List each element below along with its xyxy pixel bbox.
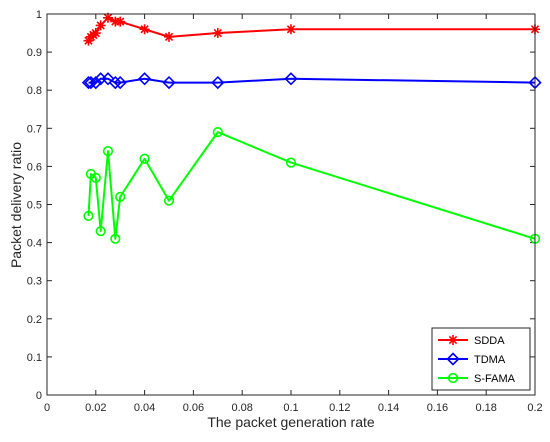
legend-label: S-FAMA (474, 373, 516, 385)
series-line-s-fama (87, 131, 536, 240)
y-tick-label: 0.7 (27, 123, 42, 135)
data-point-s-fama (83, 210, 94, 222)
data-point-sdda (95, 20, 106, 31)
data-point-sdda (164, 31, 174, 42)
data-point-tdma (137, 72, 152, 86)
data-point-sdda (103, 12, 113, 23)
data-point-tdma (211, 75, 225, 90)
data-point-s-fama (212, 127, 223, 138)
data-point-tdma (162, 75, 176, 90)
legend-item-sdda: SDDA (438, 335, 505, 347)
y-tick-label: 0.6 (27, 161, 42, 173)
data-point-tdma (113, 75, 127, 90)
data-point-tdma (101, 72, 115, 86)
y-tick-label: 0.5 (27, 200, 42, 212)
x-tick-label: 0.04 (134, 402, 155, 414)
legend-label: SDDA (474, 335, 505, 347)
data-point-sdda (115, 16, 126, 27)
y-tick-label: 0.4 (27, 238, 42, 250)
data-point-sdda (212, 28, 223, 39)
y-tick-label: 0 (36, 390, 42, 402)
data-point-sdda (83, 35, 94, 46)
data-point-tdma (284, 72, 298, 86)
data-point-s-fama (95, 226, 106, 237)
x-tick-label: 0.1 (283, 402, 298, 414)
data-point-sdda (90, 28, 101, 39)
data-point-s-fama (285, 157, 297, 168)
y-tick-label: 0.2 (27, 314, 42, 326)
x-tick-label: 0.18 (475, 402, 496, 414)
x-tick-label: 0.06 (183, 402, 204, 414)
data-point-s-fama (115, 191, 126, 202)
data-point-tdma (108, 75, 122, 90)
series-tdma (81, 72, 542, 90)
data-point-s-fama (102, 146, 114, 157)
y-tick-label: 1 (36, 9, 42, 21)
data-point-tdma (89, 75, 103, 90)
data-point-s-fama (90, 172, 101, 183)
x-tick-label: 0.14 (378, 402, 399, 414)
legend: SDDA TDMA S-FAMA (431, 327, 531, 391)
data-point-tdma (84, 75, 98, 90)
data-point-s-fama (163, 195, 175, 206)
x-tick-label: 0.02 (85, 402, 106, 414)
plot-frame (46, 13, 536, 396)
tick-labels: 0 0.02 0.04 0.06 0.08 0.1 0.12 0.14 0.16 0.18 0.2 0… (27, 9, 543, 414)
x-tick-label: 0 (44, 402, 50, 414)
legend-label: TDMA (474, 354, 506, 366)
legend-marker (447, 372, 459, 384)
legend-marker (448, 335, 458, 345)
x-axis-label: The packet generation rate (207, 414, 375, 430)
legend-item-s-fama: S-FAMA (438, 372, 516, 385)
legend-item-tdma: TDMA (438, 352, 506, 366)
data-point-s-fama (110, 233, 121, 244)
data-point-s-fama (139, 153, 150, 164)
x-tick-label: 0.08 (231, 402, 252, 414)
x-tick-label: 0.12 (329, 402, 350, 414)
y-tick-label: 0.9 (27, 47, 42, 59)
data-point-sdda (286, 24, 296, 35)
x-tick-label: 0.2 (527, 402, 542, 414)
y-tick-label: 0.1 (27, 352, 42, 364)
legend-marker (446, 352, 460, 366)
x-tick-label: 0.16 (427, 402, 448, 414)
y-tick-label: 0.3 (27, 276, 42, 288)
series-group (81, 12, 542, 244)
data-point-sdda (139, 24, 150, 35)
y-axis-label: Packet delivery ratio (8, 142, 24, 268)
y-tick-label: 0.8 (27, 85, 42, 97)
